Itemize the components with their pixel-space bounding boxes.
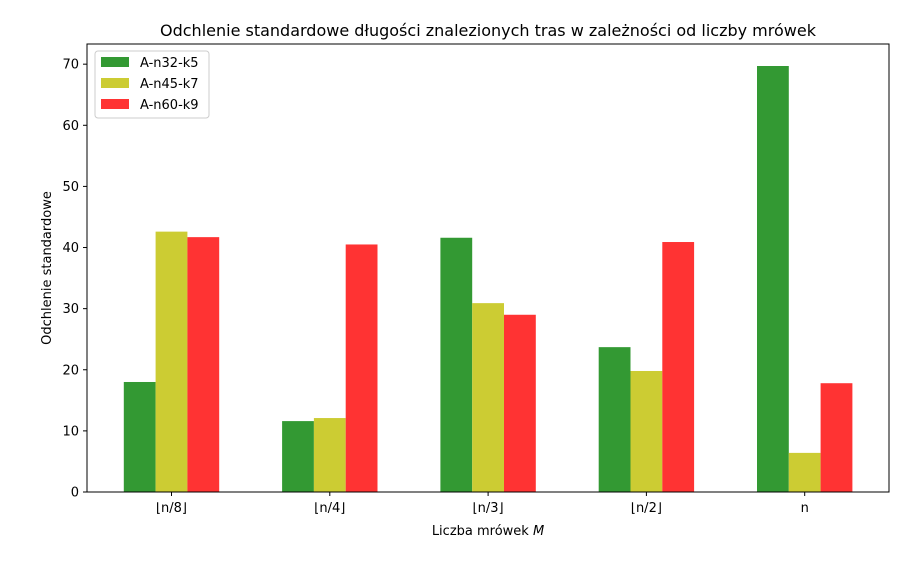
bar-a-n45-k7-0 bbox=[155, 231, 188, 492]
x-tick-label: n bbox=[801, 501, 809, 516]
legend-swatch-a-n45-k7 bbox=[101, 78, 129, 88]
chart-title: Odchlenie standardowe długości znalezion… bbox=[160, 21, 817, 40]
bar-a-n32-k5-4 bbox=[757, 66, 789, 492]
legend-swatch-a-n32-k5 bbox=[101, 57, 129, 67]
x-axis-label: Liczba mrówek M bbox=[432, 524, 544, 539]
x-tick-label: ⌊n/3⌋ bbox=[473, 501, 504, 516]
bar-a-n32-k5-3 bbox=[598, 347, 631, 492]
bar-a-n32-k5-0 bbox=[123, 381, 156, 492]
y-tick-label: 40 bbox=[62, 241, 79, 256]
y-tick-label: 70 bbox=[62, 58, 79, 73]
bar-a-n60-k9-0 bbox=[187, 237, 220, 492]
y-tick-label: 10 bbox=[62, 424, 79, 439]
bar-a-n45-k7-3 bbox=[630, 370, 663, 492]
bar-a-n45-k7-4 bbox=[788, 452, 821, 492]
legend-swatch-a-n60-k9 bbox=[101, 99, 129, 109]
y-tick-label: 50 bbox=[62, 180, 79, 195]
y-tick-label: 30 bbox=[62, 302, 79, 317]
x-axis-label-variable: M bbox=[533, 524, 544, 539]
bar-a-n60-k9-4 bbox=[820, 383, 853, 492]
x-axis: ⌊n/8⌋ ⌊n/4⌋ ⌊n/3⌋ ⌊n/2⌋ n bbox=[156, 492, 809, 516]
bars-group bbox=[123, 66, 853, 492]
bar-a-n60-k9-2 bbox=[504, 314, 536, 492]
bar-a-n60-k9-1 bbox=[345, 244, 378, 492]
legend-label-a-n32-k5: A-n32-k5 bbox=[140, 56, 199, 71]
y-tick-label: 20 bbox=[62, 363, 79, 378]
x-tick-label: ⌊n/8⌋ bbox=[156, 501, 187, 516]
y-tick-label: 60 bbox=[62, 119, 79, 134]
bar-a-n32-k5-1 bbox=[282, 421, 314, 492]
bar-a-n32-k5-2 bbox=[440, 237, 473, 492]
bar-a-n60-k9-3 bbox=[662, 242, 695, 492]
y-tick-label: 0 bbox=[71, 486, 79, 501]
y-axis: 0 10 20 30 40 50 60 70 bbox=[62, 58, 87, 501]
bar-a-n45-k7-1 bbox=[313, 418, 346, 492]
x-tick-label: ⌊n/4⌋ bbox=[314, 501, 345, 516]
bar-a-n45-k7-2 bbox=[472, 303, 504, 492]
x-axis-label-text: Liczba mrówek bbox=[432, 524, 533, 539]
legend-label-a-n60-k9: A-n60-k9 bbox=[140, 98, 199, 113]
y-axis-label: Odchlenie standardowe bbox=[40, 191, 55, 345]
legend-label-a-n45-k7: A-n45-k7 bbox=[140, 77, 199, 92]
x-tick-label: ⌊n/2⌋ bbox=[631, 501, 662, 516]
legend: A-n32-k5 A-n45-k7 A-n60-k9 bbox=[94, 50, 210, 119]
